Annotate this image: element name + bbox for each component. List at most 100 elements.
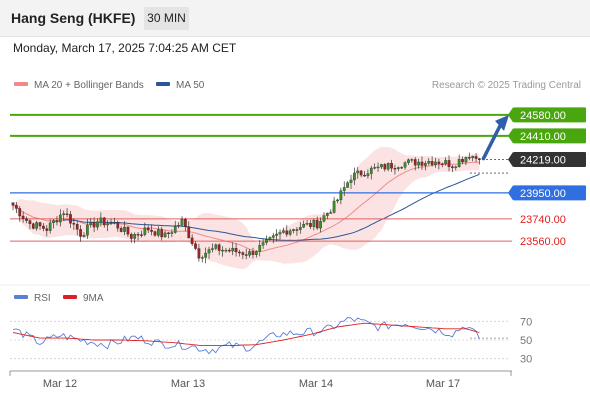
candle-body — [464, 157, 468, 163]
candle — [440, 162, 444, 168]
candle-body — [35, 222, 39, 229]
candle — [298, 222, 302, 234]
level-label: 23560.00 — [520, 236, 566, 248]
candle-body — [156, 229, 160, 236]
candle — [156, 226, 160, 238]
level-label-pointer — [508, 128, 513, 144]
candle — [332, 196, 336, 214]
candle-body — [471, 156, 475, 159]
candle-body — [89, 222, 93, 226]
candle-body — [163, 232, 167, 238]
candle-body — [427, 161, 431, 164]
candle — [99, 212, 103, 227]
candle-body — [325, 213, 329, 216]
candle-body — [167, 232, 170, 235]
candle — [136, 231, 140, 241]
candle — [62, 210, 66, 221]
candle-body — [221, 249, 224, 252]
candle — [376, 162, 380, 172]
legend-rsi-label: RSI — [34, 293, 51, 304]
candle — [207, 246, 211, 259]
candle — [359, 170, 363, 178]
candle — [356, 167, 360, 179]
candle — [15, 202, 18, 214]
candle — [89, 217, 93, 228]
candle — [457, 154, 461, 168]
ma50-swatch — [156, 82, 170, 87]
candle — [65, 208, 69, 218]
candle-body — [396, 167, 400, 169]
candle-body — [420, 161, 424, 166]
candle — [75, 220, 79, 236]
candle-body — [305, 223, 309, 225]
candle — [342, 181, 346, 197]
candle — [336, 198, 339, 204]
candle-body — [136, 234, 140, 236]
candle-body — [451, 166, 454, 168]
candle — [204, 247, 208, 264]
candle — [366, 169, 370, 179]
candle — [69, 211, 72, 228]
candle-body — [140, 234, 143, 236]
candle-body — [62, 213, 66, 216]
candle — [214, 243, 218, 251]
candle — [129, 232, 133, 243]
candle — [180, 216, 184, 226]
candle — [467, 152, 471, 161]
candle-body — [146, 227, 150, 231]
candle — [444, 157, 447, 166]
candle-body — [288, 230, 292, 235]
candle — [133, 232, 137, 244]
candle-body — [224, 249, 228, 252]
forecast-arrowhead — [495, 114, 509, 131]
rsi-tick-label: 50 — [520, 335, 532, 347]
candle-body — [106, 223, 109, 226]
candle — [319, 217, 322, 233]
level-label-pointer — [508, 185, 513, 201]
candle — [96, 218, 99, 231]
candle — [113, 217, 116, 225]
candle-body — [234, 247, 238, 253]
candle-body — [25, 218, 28, 221]
candle — [349, 174, 353, 189]
candle-body — [238, 251, 241, 254]
candle-body — [417, 161, 420, 166]
candle — [187, 221, 191, 239]
level-label-pointer — [508, 152, 513, 168]
candle-body — [177, 225, 180, 227]
candle — [329, 209, 333, 214]
level-label-box — [513, 107, 586, 123]
timeframe-button[interactable]: 30 MIN — [144, 7, 189, 30]
candle — [393, 164, 397, 175]
candle — [410, 158, 414, 163]
candle-body — [69, 214, 72, 224]
candle — [190, 234, 194, 246]
candle-body — [268, 237, 272, 240]
candle — [288, 228, 292, 237]
candle-body — [231, 247, 235, 252]
candle-body — [200, 257, 204, 259]
level-label-box — [513, 185, 586, 201]
candle-body — [11, 202, 15, 206]
candle-body — [109, 222, 113, 225]
candle — [305, 220, 309, 226]
candle-body — [143, 227, 147, 235]
candle-body — [346, 182, 349, 188]
candle-body — [126, 226, 130, 235]
candle — [18, 205, 22, 222]
candle — [380, 163, 383, 169]
candle-body — [349, 179, 353, 183]
candle-body — [123, 226, 126, 232]
candle — [255, 250, 258, 258]
candle — [390, 159, 393, 172]
candle-body — [282, 230, 285, 233]
candle — [238, 249, 241, 257]
candle-body — [285, 230, 289, 235]
candle — [123, 221, 126, 236]
candle-body — [275, 233, 278, 236]
candle-body — [461, 159, 464, 163]
instrument-title: Hang Seng (HKFE) — [11, 10, 136, 26]
candle — [167, 231, 170, 239]
candle — [461, 156, 464, 165]
candle-body — [55, 220, 59, 223]
